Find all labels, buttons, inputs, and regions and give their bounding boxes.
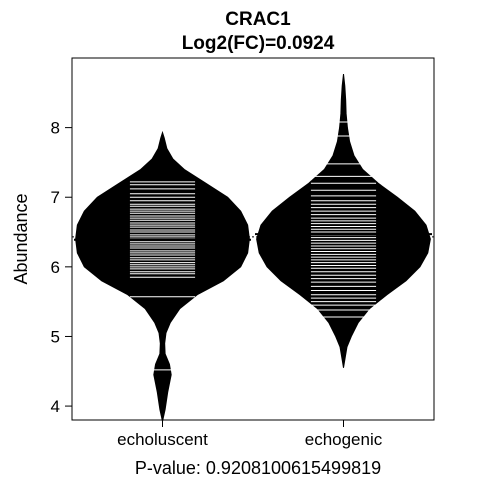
x-tick-label-echogenic: echogenic (305, 430, 383, 449)
y-tick-label-5: 5 (51, 327, 60, 346)
chart-title: CRAC1 (225, 9, 291, 30)
plot-area (72, 73, 434, 422)
y-tick-label-4: 4 (51, 397, 60, 416)
chart-subtitle: Log2(FC)=0.0924 (182, 33, 335, 54)
x-axis-label: P-value: 0.9208100615499819 (135, 458, 381, 478)
x-tick-label-echoluscent: echoluscent (117, 430, 208, 449)
y-tick-label-7: 7 (51, 188, 60, 207)
y-tick-label-6: 6 (51, 258, 60, 277)
y-axis: 4 5 6 7 8 (51, 119, 72, 416)
y-tick-label-8: 8 (51, 119, 60, 138)
y-axis-label: Abundance (11, 193, 31, 284)
plot-frame (71, 57, 435, 421)
x-axis: echoluscent echogenic (117, 420, 383, 449)
